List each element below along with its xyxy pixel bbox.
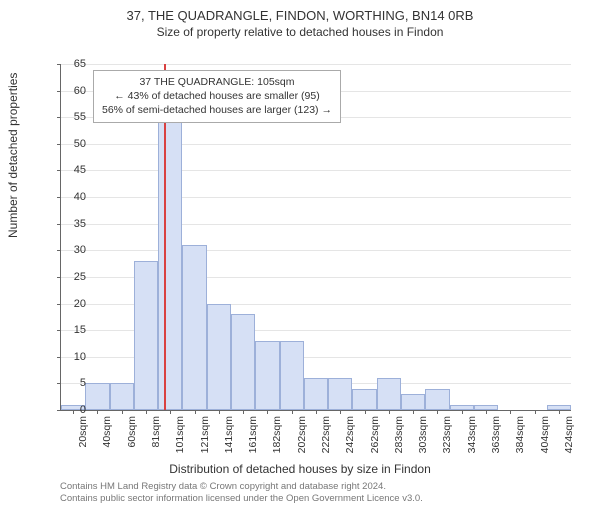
footer-line-2: Contains public sector information licen…: [60, 493, 423, 504]
x-tick-mark: [486, 410, 487, 414]
x-tick-mark: [437, 410, 438, 414]
histogram-bar: [134, 261, 158, 410]
histogram-bar: [110, 383, 134, 410]
grid-line: [61, 224, 571, 225]
grid-line: [61, 144, 571, 145]
y-tick-label: 15: [46, 324, 86, 336]
annotation-line-1: 37 THE QUADRANGLE: 105sqm: [102, 75, 332, 89]
x-tick-mark: [365, 410, 366, 414]
histogram-bar: [328, 378, 352, 410]
y-tick-label: 45: [46, 164, 86, 176]
y-tick-label: 65: [46, 58, 86, 70]
y-tick-label: 30: [46, 244, 86, 256]
y-tick-label: 20: [46, 298, 86, 310]
x-tick-mark: [122, 410, 123, 414]
histogram-bar: [255, 341, 279, 410]
x-tick-mark: [219, 410, 220, 414]
x-tick-mark: [267, 410, 268, 414]
x-tick-mark: [195, 410, 196, 414]
annotation-line-2: ← 43% of detached houses are smaller (95…: [102, 89, 332, 103]
grid-line: [61, 197, 571, 198]
histogram-bar: [304, 378, 328, 410]
grid-line: [61, 250, 571, 251]
y-tick-label: 0: [46, 404, 86, 416]
y-tick-label: 35: [46, 218, 86, 230]
y-tick-label: 5: [46, 377, 86, 389]
x-tick-mark: [389, 410, 390, 414]
x-tick-mark: [292, 410, 293, 414]
annotation-box: 37 THE QUADRANGLE: 105sqm← 43% of detach…: [93, 70, 341, 123]
histogram-bar: [158, 117, 182, 410]
x-tick-mark: [243, 410, 244, 414]
histogram-bar: [182, 245, 206, 410]
histogram-bar: [207, 304, 231, 410]
x-axis-label: Distribution of detached houses by size …: [0, 462, 600, 476]
x-tick-mark: [146, 410, 147, 414]
footer-attribution: Contains HM Land Registry data © Crown c…: [60, 481, 423, 504]
y-tick-label: 60: [46, 85, 86, 97]
grid-line: [61, 170, 571, 171]
y-tick-label: 25: [46, 271, 86, 283]
y-tick-label: 55: [46, 111, 86, 123]
x-tick-mark: [170, 410, 171, 414]
histogram-bar: [85, 383, 109, 410]
x-tick-mark: [316, 410, 317, 414]
y-axis-label: Number of detached properties: [6, 73, 20, 238]
annotation-line-3: 56% of semi-detached houses are larger (…: [102, 103, 332, 117]
x-tick-mark: [510, 410, 511, 414]
x-tick-mark: [413, 410, 414, 414]
chart-subtitle: Size of property relative to detached ho…: [0, 25, 600, 39]
histogram-bar: [401, 394, 425, 410]
y-tick-label: 40: [46, 191, 86, 203]
histogram-bar: [231, 314, 255, 410]
x-tick-mark: [97, 410, 98, 414]
histogram-bar: [280, 341, 304, 410]
x-tick-mark: [559, 410, 560, 414]
histogram-bar: [352, 389, 376, 410]
footer-line-1: Contains HM Land Registry data © Crown c…: [60, 481, 423, 492]
y-tick-label: 10: [46, 351, 86, 363]
x-tick-mark: [462, 410, 463, 414]
x-tick-mark: [340, 410, 341, 414]
grid-line: [61, 64, 571, 65]
histogram-bar: [425, 389, 449, 410]
plot-area: 20sqm40sqm60sqm81sqm101sqm121sqm141sqm16…: [60, 64, 571, 411]
histogram-bar: [377, 378, 401, 410]
y-tick-label: 50: [46, 138, 86, 150]
x-tick-mark: [535, 410, 536, 414]
chart-title: 37, THE QUADRANGLE, FINDON, WORTHING, BN…: [0, 8, 600, 23]
